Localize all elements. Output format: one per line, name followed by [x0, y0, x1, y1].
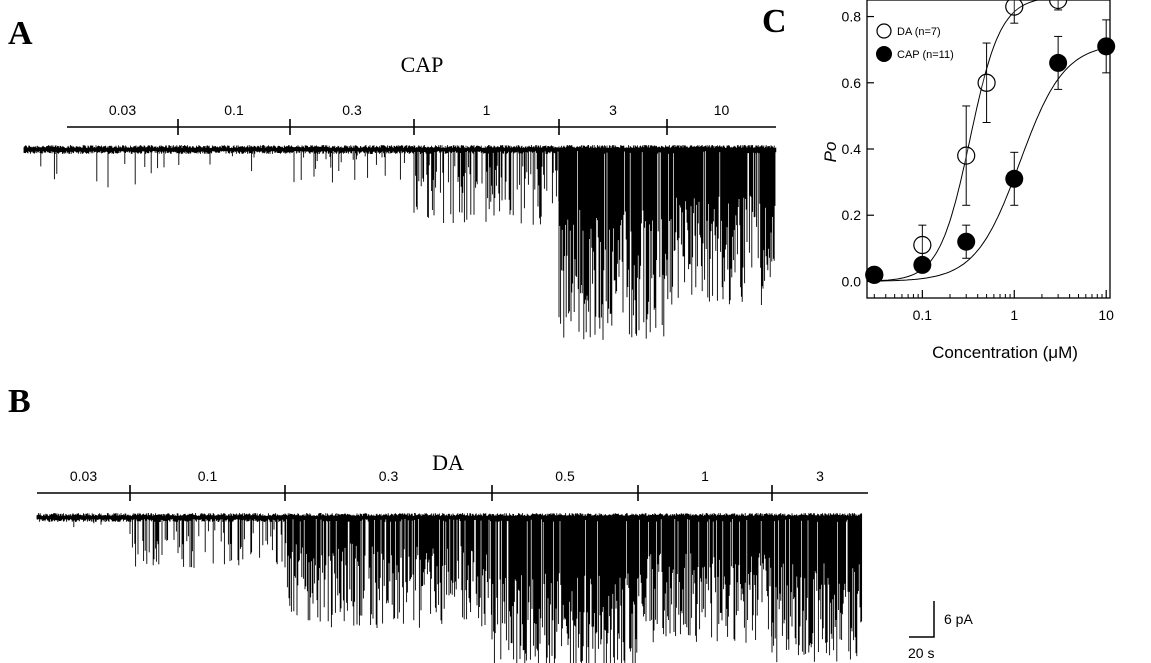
x-tick-label: 1: [1010, 307, 1018, 323]
panel-b-title: DA: [432, 450, 464, 475]
legend-label-cap: CAP (n=11): [897, 49, 954, 61]
panel-b-letter: B: [8, 383, 31, 420]
segment-b-label: 0.5: [555, 468, 575, 484]
segment-a-label: 10: [714, 102, 730, 118]
point-cap: [1097, 37, 1116, 56]
fit-curve-cap: [874, 47, 1107, 282]
legend-marker-cap: [876, 46, 892, 62]
y-tick-label: 0.0: [842, 273, 862, 289]
point-da: [1005, 0, 1024, 16]
point-da: [957, 146, 976, 165]
panel-a-letter: A: [8, 15, 33, 52]
y-axis-ticks: 0.0 0.2 0.4 0.6 0.8: [842, 9, 874, 289]
error-bars: [918, 0, 1111, 266]
segment-b-label: 1: [701, 468, 709, 484]
point-cap: [865, 265, 884, 284]
x-axis-ticks: 0.1 1 10: [873, 290, 1114, 323]
panel-c-letter: C: [762, 3, 787, 40]
trace-b-path: [36, 513, 863, 663]
y-tick-label: 0.8: [842, 9, 862, 25]
data-points: [865, 0, 1116, 284]
segment-b-label: 3: [816, 468, 824, 484]
point-da: [977, 73, 996, 92]
legend: DA (n=7) CAP (n=11): [876, 23, 954, 62]
segment-a-label: 0.3: [342, 102, 362, 118]
point-cap: [913, 255, 932, 274]
plot-frame: [866, 0, 1111, 299]
panel-c-dose-response-plot: 0.0 0.2 0.4 0.6 0.8 0.1 1 10 Concentration (μM…: [821, 0, 1116, 362]
point-da: [1049, 0, 1068, 10]
panel-b-segment-bar: 0.03 0.1 0.3 0.5 1 3: [37, 468, 868, 501]
point-cap: [1005, 169, 1024, 188]
y-tick-label: 0.6: [842, 75, 862, 91]
legend-marker-da: [876, 23, 892, 39]
legend-label-da: DA (n=7): [897, 26, 941, 38]
segment-b-label: 0.1: [198, 468, 218, 484]
x-axis-title: Concentration (μM): [932, 343, 1078, 362]
y-tick-label: 0.4: [842, 141, 862, 157]
scale-bar-lines: [909, 601, 935, 638]
segment-a-label: 3: [609, 102, 617, 118]
point-cap: [1049, 53, 1068, 72]
y-axis-title: Po: [821, 142, 840, 163]
panel-a-title: CAP: [401, 52, 444, 77]
x-tick-label: 10: [1098, 307, 1114, 323]
panel-b-current-trace: [36, 513, 863, 663]
segment-b-label: 0.03: [70, 468, 97, 484]
point-cap: [957, 232, 976, 251]
panel-a-current-trace: [23, 145, 777, 340]
scale-bar-time-label: 20 s: [908, 645, 934, 661]
segment-a-label: 0.1: [224, 102, 244, 118]
y-tick-label: 0.2: [842, 207, 862, 223]
panel-a-segment-bar: 0.03 0.1 0.3 1 3 10: [67, 102, 776, 135]
segment-a-label: 0.03: [109, 102, 136, 118]
segment-a-label: 1: [483, 102, 491, 118]
segment-b-label: 0.3: [379, 468, 399, 484]
scale-bar: 6 pA 20 s: [908, 601, 973, 661]
fit-curves: [874, 0, 1107, 282]
scale-bar-current-label: 6 pA: [944, 611, 973, 627]
x-tick-label: 0.1: [913, 307, 933, 323]
point-da: [913, 235, 932, 255]
trace-a-path: [23, 145, 777, 340]
